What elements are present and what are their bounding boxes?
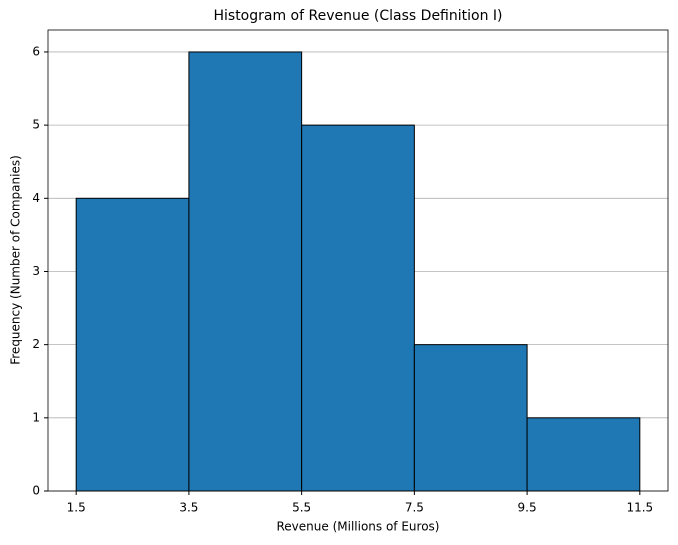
y-tick-label: 5 [32, 118, 40, 132]
x-tick-label: 5.5 [292, 501, 311, 515]
y-tick-label: 0 [32, 484, 40, 498]
bar [75, 197, 190, 492]
plot-frame [47, 29, 669, 492]
x-tick-label: 7.5 [405, 501, 424, 515]
bar [526, 417, 641, 492]
bar [413, 344, 528, 492]
x-tick-label: 3.5 [179, 501, 198, 515]
chart-title: Histogram of Revenue (Class Definition I… [213, 8, 502, 24]
y-tick-label: 2 [32, 337, 40, 351]
y-tick-label: 1 [32, 410, 40, 424]
y-tick-label: 3 [32, 264, 40, 278]
x-tick-label: 9.5 [518, 501, 537, 515]
bar [188, 51, 303, 492]
x-tick-label: 11.5 [626, 501, 653, 515]
x-axis-label: Revenue (Millions of Euros) [277, 520, 440, 534]
y-tick-label: 6 [32, 44, 40, 58]
x-tick-label: 1.5 [67, 501, 86, 515]
y-axis-label: Frequency (Number of Companies) [9, 155, 23, 365]
bar [301, 124, 415, 492]
y-tick-label: 4 [32, 191, 40, 205]
